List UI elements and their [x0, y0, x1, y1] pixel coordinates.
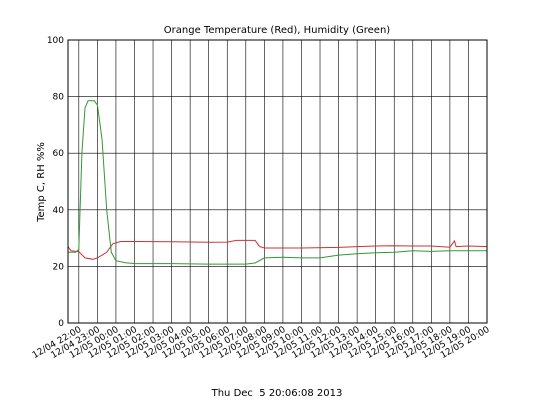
- y-tick-label: 100: [47, 36, 64, 46]
- series-line: [68, 100, 487, 265]
- y-tick-label: 20: [53, 262, 65, 272]
- y-tick-label: 80: [53, 93, 65, 103]
- y-tick-label: 60: [53, 149, 65, 159]
- y-axis-label: Temp C, RH %%: [36, 142, 47, 223]
- plot-frame: [67, 39, 488, 324]
- chart-title: Orange Temperature (Red), Humidity (Gree…: [164, 25, 391, 36]
- y-tick-label: 40: [53, 206, 65, 216]
- x-axis-label: Thu Dec 5 20:06:08 2013: [211, 388, 343, 399]
- y-tick-label: 0: [58, 319, 64, 329]
- series-line: [67, 239, 488, 260]
